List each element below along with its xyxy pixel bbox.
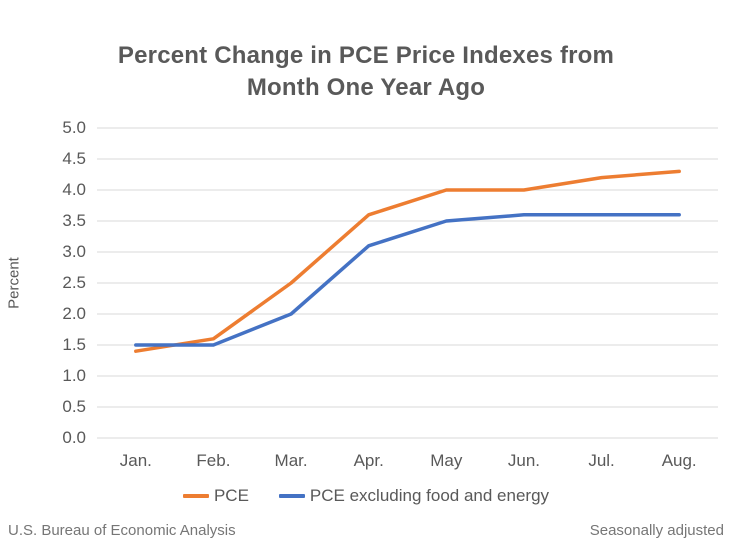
legend: PCE PCE excluding food and energy — [0, 486, 732, 506]
x-tick-label: Apr. — [353, 451, 384, 470]
y-axis-title-text: Percent — [5, 257, 23, 309]
y-tick-label: 3.0 — [62, 242, 86, 261]
source-attribution: U.S. Bureau of Economic Analysis — [8, 522, 236, 539]
x-tick-label: Aug. — [661, 451, 697, 470]
legend-item-pce: PCE — [182, 486, 249, 506]
y-tick-label: 3.5 — [62, 211, 86, 230]
y-tick-label: 5.0 — [62, 118, 86, 137]
x-tick-label: Jun. — [507, 451, 540, 470]
legend-swatch-core-pce — [278, 494, 305, 498]
y-tick-label: 4.0 — [62, 180, 86, 199]
series-line-0 — [134, 169, 681, 353]
y-tick-label: 0.5 — [62, 397, 86, 416]
y-tick-label: 0.0 — [62, 428, 86, 447]
x-tick-label: Jan. — [119, 451, 152, 470]
legend-item-core-pce: PCE excluding food and energy — [278, 486, 550, 506]
x-tick-label: May — [430, 451, 463, 470]
x-tick-label: Mar. — [274, 451, 308, 470]
legend-swatch-pce — [182, 494, 209, 498]
chart-title-line-2: Month One Year Ago — [246, 74, 486, 101]
legend-label-pce: PCE — [213, 486, 249, 505]
seasonal-adjustment-note: Seasonally adjusted — [589, 522, 724, 539]
y-tick-label: 1.5 — [62, 335, 86, 354]
y-tick-label: 4.5 — [62, 149, 86, 168]
y-tick-label: 2.5 — [62, 273, 86, 292]
x-tick-label: Jul. — [588, 451, 615, 470]
chart-title-line-1: Percent Change in PCE Price Indexes from — [117, 42, 615, 69]
y-tick-label: 1.0 — [62, 366, 86, 385]
x-tick-label: Feb. — [196, 451, 231, 470]
series-line-1 — [134, 213, 681, 347]
legend-label-core-pce: PCE excluding food and energy — [309, 486, 550, 505]
footer: U.S. Bureau of Economic Analysis Seasona… — [8, 522, 724, 539]
chart-title: Percent Change in PCE Price Indexes from… — [0, 40, 732, 104]
y-tick-label: 2.0 — [62, 304, 86, 323]
